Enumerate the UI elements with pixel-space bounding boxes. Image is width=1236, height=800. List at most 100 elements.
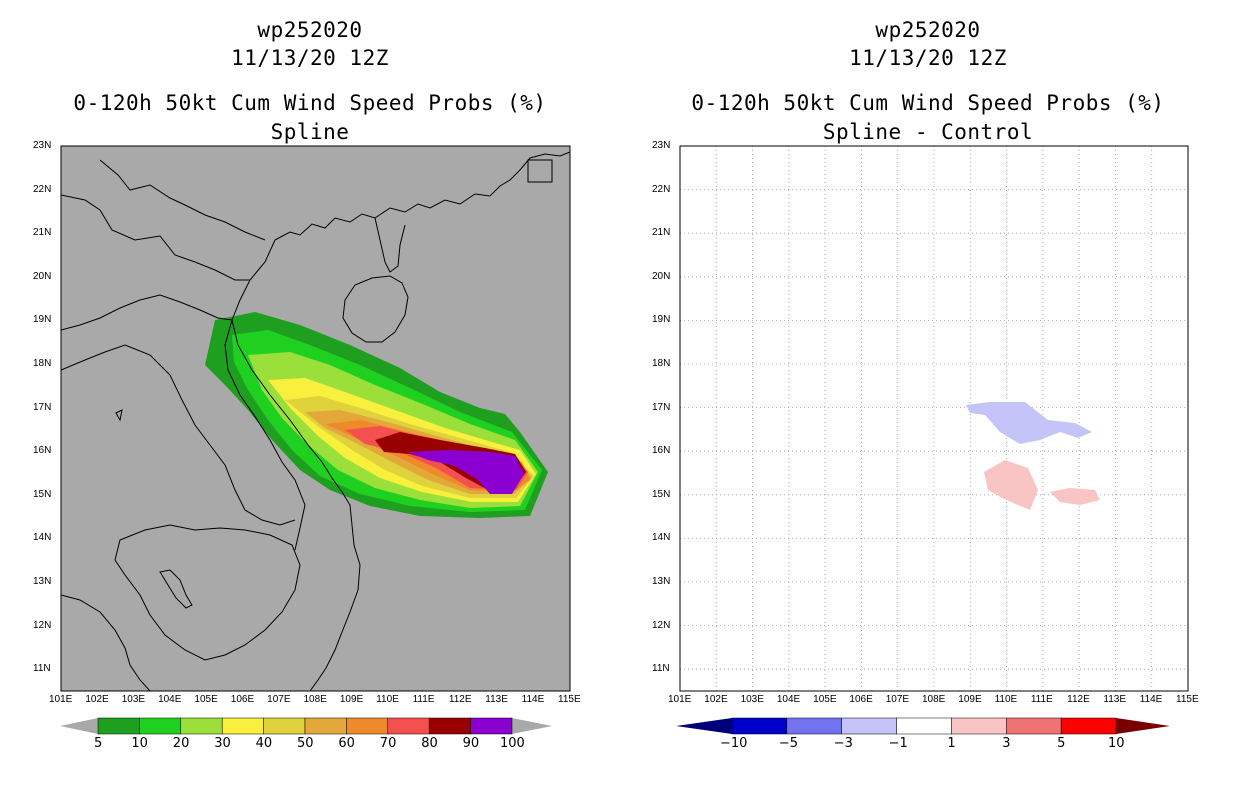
right-colorbar-label: −5 [778,736,799,751]
right-lat-tick-label: 23N [652,140,671,151]
left-colorbar-low-end [60,718,98,734]
left-lon-tick-label: 104E [158,694,182,705]
right-lat-tick-label: 14N [652,532,671,544]
right-lat-tick-label: 20N [652,270,671,282]
right-lon-tick-label: 106E [849,694,873,705]
left-colorbar-swatch [139,717,182,735]
left-lat-tick-label: 17N [33,401,52,413]
left-lat-tick-label: 11N [33,663,51,675]
right-colorbar-label: 5 [1057,736,1066,751]
left-lon-tick-label: 111E [412,694,435,705]
right-lat-tick-label: 16N [652,445,671,457]
left-colorbar [60,717,552,735]
right-colorbar-label: 1 [947,736,956,751]
left-lat-tick-label: 14N [33,532,52,544]
right-lat-tick-label: 19N [652,314,671,326]
right-lat-tick-label: 18N [652,358,671,369]
left-lon-tick-label: 112E [448,694,472,705]
left-lat-tick-label: 13N [33,576,52,587]
left-colorbar-label: 10 [131,736,148,751]
left-colorbar-swatch [470,717,513,735]
right-difference-field [966,402,1100,510]
right-colorbar-low-end [676,718,732,734]
left-lon-tick-label: 102E [85,694,109,705]
right-lon-tick-label: 110E [994,694,1018,705]
left-title-storm: wp252020 [257,18,363,42]
right-colorbar-label: −1 [888,736,908,751]
left-title-product: 0-120h 50kt Cum Wind Speed Probs (%) [73,91,547,115]
right-lon-tick-label: 102E [704,694,728,705]
left-lat-tick-label: 21N [33,227,52,239]
left-lat-tick-label: 15N [33,488,52,500]
left-lon-tick-label: 106E [230,694,255,705]
left-lat-tick-label: 23N [33,140,52,151]
left-probability-swath [205,312,548,518]
left-colorbar-label: 30 [214,736,231,751]
left-lon-tick-label: 105E [194,694,218,705]
right-colorbar-label: −3 [833,736,853,751]
right-lat-tick-label: 11N [652,663,670,675]
left-colorbar-label: 100 [500,736,525,751]
right-lon-tick-label: 109E [958,694,982,705]
left-lat-tick-label: 19N [33,314,52,326]
left-colorbar-label: 20 [172,736,190,751]
left-map-frame [60,145,571,692]
left-lon-tick-label: 114E [521,694,545,705]
left-lat-tick-label: 12N [33,619,52,631]
right-colorbar-swatch [1060,717,1117,735]
left-lon-tick-label: 101E [49,694,73,705]
right-lat-tick-label: 21N [652,227,671,239]
left-colorbar-label: 5 [94,736,103,751]
right-lon-tick-label: 105E [813,694,837,705]
right-lat-tick-label: 17N [652,401,671,413]
right-map-frame [679,145,1189,692]
right-lon-tick-label: 103E [740,694,764,705]
left-colorbar-swatch [263,717,306,735]
left-colorbar-label: 40 [255,736,273,751]
left-colorbar-label: 60 [338,736,355,751]
right-lon-tick-label: 107E [885,694,910,705]
left-lat-tick-label: 20N [33,270,52,282]
right-colorbar-swatch [731,717,788,735]
right-title-product: 0-120h 50kt Cum Wind Speed Probs (%) [691,91,1165,115]
right-colorbar-high-end [1116,718,1170,734]
right-lon-tick-label: 113E [1103,694,1127,705]
right-colorbar-swatch [951,717,1007,735]
left-colorbar-swatch [221,717,264,735]
right-lon-tick-label: 104E [776,694,801,705]
right-colorbar-label: 3 [1002,736,1011,751]
right-lat-tick-label: 13N [652,576,671,587]
right-subtitle: Spline - Control [822,120,1034,144]
right-lat-tick-label: 15N [652,488,671,500]
right-colorbar-label: −10 [720,736,748,751]
right-lon-tick-label: 114E [1139,694,1163,705]
right-lat-tick-label: 12N [652,619,671,631]
left-lon-tick-label: 107E [267,694,291,705]
left-lat-tick-label: 22N [33,183,52,195]
right-colorbar [676,717,1170,735]
left-colorbar-high-end [512,718,552,734]
right-colorbar-swatch [1006,717,1062,735]
left-lon-tick-label: 110E [376,694,399,705]
right-lat-tick-label: 22N [652,183,671,195]
left-colorbar-label: 80 [421,736,438,751]
right-title-storm: wp252020 [875,18,981,42]
left-colorbar-label: 90 [462,736,480,751]
left-lon-tick-label: 103E [121,694,146,705]
left-lat-tick-label: 16N [33,445,52,457]
right-lon-tick-label: 115E [1176,694,1199,705]
left-lon-tick-label: 108E [303,694,327,705]
right-lon-tick-label: 101E [668,694,692,705]
right-lon-tick-label: 112E [1067,694,1090,705]
left-colorbar-swatch [346,717,389,735]
right-lon-tick-label: 111E [1030,694,1053,705]
right-title-time: 11/13/20 12Z [849,46,1007,70]
left-lon-tick-label: 115E [558,694,581,705]
left-lon-tick-label: 109E [339,694,364,705]
left-colorbar-swatch [428,717,471,735]
left-colorbar-label: 50 [297,736,314,751]
right-lon-tick-label: 108E [922,694,946,705]
right-colorbar-swatch [896,717,952,735]
left-colorbar-swatch [97,717,140,735]
